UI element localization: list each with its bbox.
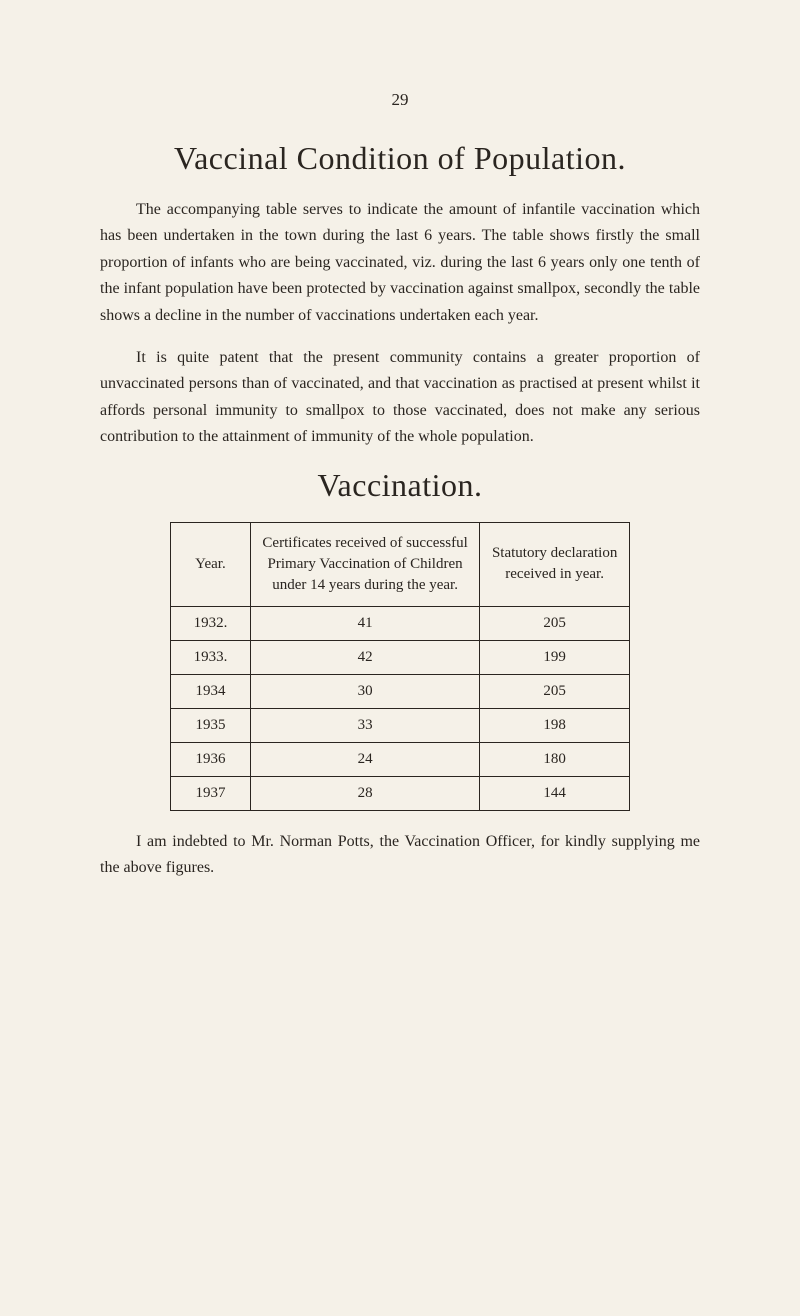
paragraph-2: It is quite patent that the present comm… [100,345,700,451]
table-row: 1937 28 144 [171,776,630,810]
table-cell: 180 [480,742,630,776]
table-cell: 42 [250,640,479,674]
table-wrapper: Year. Certificates received of successfu… [100,522,700,811]
table-header-certificates: Certificates received of successful Prim… [250,522,479,606]
footer-text: I am indebted to Mr. Norman Potts, the V… [100,829,700,882]
table-row: 1933. 42 199 [171,640,630,674]
table-cell: 205 [480,674,630,708]
table-header-row: Year. Certificates received of successfu… [171,522,630,606]
vaccination-table: Year. Certificates received of successfu… [170,522,630,811]
table-cell: 1935 [171,708,251,742]
table-cell: 30 [250,674,479,708]
table-cell: 33 [250,708,479,742]
table-cell: 1936 [171,742,251,776]
table-cell: 199 [480,640,630,674]
table-cell: 1937 [171,776,251,810]
paragraph-1: The accompanying table serves to indicat… [100,197,700,329]
table-cell: 144 [480,776,630,810]
table-cell: 198 [480,708,630,742]
table-cell: 1933. [171,640,251,674]
page-number: 29 [100,90,700,110]
main-title: Vaccinal Condition of Population. [100,140,700,177]
section-title: Vaccination. [100,467,700,504]
table-row: 1935 33 198 [171,708,630,742]
table-row: 1934 30 205 [171,674,630,708]
table-cell: 28 [250,776,479,810]
table-cell: 1934 [171,674,251,708]
table-cell: 1932. [171,606,251,640]
table-header-year: Year. [171,522,251,606]
table-cell: 205 [480,606,630,640]
table-cell: 24 [250,742,479,776]
table-row: 1936 24 180 [171,742,630,776]
table-cell: 41 [250,606,479,640]
table-header-statutory: Statutory declaration received in year. [480,522,630,606]
table-row: 1932. 41 205 [171,606,630,640]
